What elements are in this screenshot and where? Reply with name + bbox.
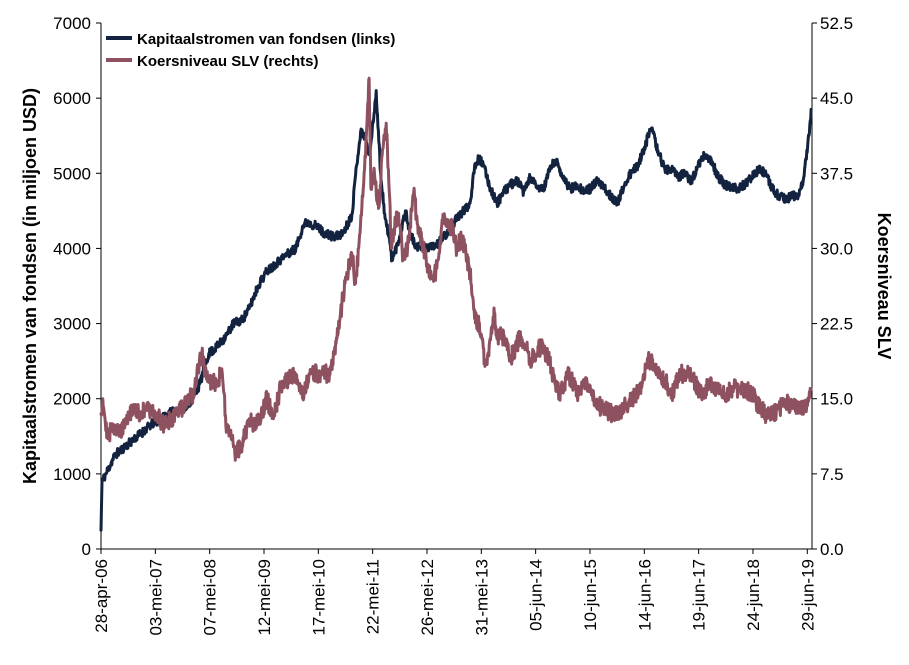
- x-axis: 28-apr-06 03-mei-07 07-mei-08 12-mei-09 17-m…: [92, 549, 817, 636]
- left-tick-label: 7000: [53, 14, 91, 33]
- left-tick-label: 2000: [53, 390, 91, 409]
- left-tick-label: 3000: [53, 315, 91, 334]
- right-tick-label: 30.0: [820, 239, 853, 258]
- x-tick-label: 31-mei-13: [472, 559, 491, 636]
- series-line-kapitaalstromen: [99, 89, 813, 532]
- x-tick-label: 14-jun-16: [635, 559, 654, 631]
- legend-label-slv: Koersniveau SLV (rechts): [137, 53, 318, 70]
- left-tick-label: 1000: [53, 465, 91, 484]
- left-y-axis: 0 1000 2000 3000 4000 5000 6000 7000: [53, 14, 101, 559]
- series-layer: [99, 76, 813, 532]
- right-tick-label: 7.5: [820, 465, 844, 484]
- left-axis-title: Kapitaalstromen van fondsen (in miljoen …: [20, 88, 40, 484]
- x-tick-label: 12-mei-09: [255, 559, 274, 636]
- right-tick-label: 15.0: [820, 390, 853, 409]
- right-tick-label: 37.5: [820, 164, 853, 183]
- left-tick-label: 0: [82, 540, 91, 559]
- series-line-koersniveau-slv: [99, 76, 813, 462]
- right-tick-label: 0.0: [820, 540, 844, 559]
- right-tick-label: 52.5: [820, 14, 853, 33]
- legend-label-flows: Kapitaalstromen van fondsen (links): [137, 31, 395, 48]
- x-tick-label: 26-mei-12: [418, 559, 437, 636]
- legend: Kapitaalstromen van fondsen (links) Koer…: [106, 31, 395, 70]
- x-tick-label: 03-mei-07: [146, 559, 165, 636]
- x-tick-label: 19-jun-17: [690, 559, 709, 631]
- left-tick-label: 4000: [53, 239, 91, 258]
- x-tick-label: 29-jun-19: [798, 559, 817, 631]
- right-y-axis: 0.0 7.5 15.0 22.5 30.0 37.5 45.0 52.5: [812, 14, 853, 559]
- left-tick-label: 5000: [53, 164, 91, 183]
- right-axis-title: Koersniveau SLV: [874, 213, 894, 360]
- x-tick-label: 07-mei-08: [201, 559, 220, 636]
- right-tick-label: 45.0: [820, 89, 853, 108]
- x-tick-label: 22-mei-11: [364, 559, 383, 634]
- x-tick-label: 17-mei-10: [309, 559, 328, 636]
- x-tick-label: 24-jun-18: [744, 559, 763, 631]
- x-tick-label: 28-apr-06: [92, 559, 111, 633]
- left-tick-label: 6000: [53, 89, 91, 108]
- plot-frame: [100, 23, 813, 550]
- x-tick-label: 05-jun-14: [527, 559, 546, 631]
- x-tick-label: 10-jun-15: [581, 559, 600, 631]
- right-tick-label: 22.5: [820, 315, 853, 334]
